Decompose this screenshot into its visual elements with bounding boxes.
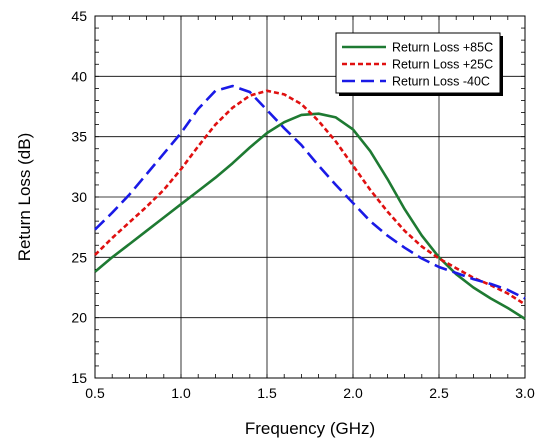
axis-ticks	[94, 15, 526, 379]
legend-box	[335, 32, 501, 94]
legend-label-2: Return Loss -40C	[392, 75, 490, 89]
y-tick-label: 40	[71, 68, 87, 84]
legend-label-1: Return Loss +25C	[392, 58, 493, 72]
series-lines	[94, 84, 526, 320]
x-tick-label: 0.5	[85, 385, 105, 401]
x-axis-tick-labels: 0.5 1.0 1.5 2.0 2.5 3.0	[85, 385, 535, 401]
legend-items: Return Loss +85C Return Loss +25C Return L…	[342, 41, 493, 89]
y-tick-label: 35	[71, 129, 87, 145]
y-tick-label: 15	[71, 370, 87, 386]
x-tick-label: 2.5	[429, 385, 449, 401]
y-tick-label: 25	[71, 249, 87, 265]
x-axis-label: Frequency (GHz)	[245, 419, 375, 438]
series-line-2	[94, 84, 526, 300]
y-axis-tick-labels: 15 20 25 30 35 40 45	[71, 8, 87, 386]
x-tick-label: 1.5	[257, 385, 277, 401]
x-tick-label: 2.0	[343, 385, 363, 401]
legend-label-0: Return Loss +85C	[392, 41, 493, 55]
y-tick-label: 20	[71, 310, 87, 326]
series-line-1	[94, 89, 526, 306]
x-tick-label: 3.0	[515, 385, 535, 401]
y-tick-label: 30	[71, 189, 87, 205]
x-tick-label: 1.0	[171, 385, 191, 401]
legend: Return Loss +85C Return Loss +25C Return L…	[335, 32, 503, 96]
series-line-0	[94, 112, 526, 320]
y-axis-label: Return Loss (dB)	[15, 133, 34, 262]
y-tick-label: 45	[71, 8, 87, 24]
